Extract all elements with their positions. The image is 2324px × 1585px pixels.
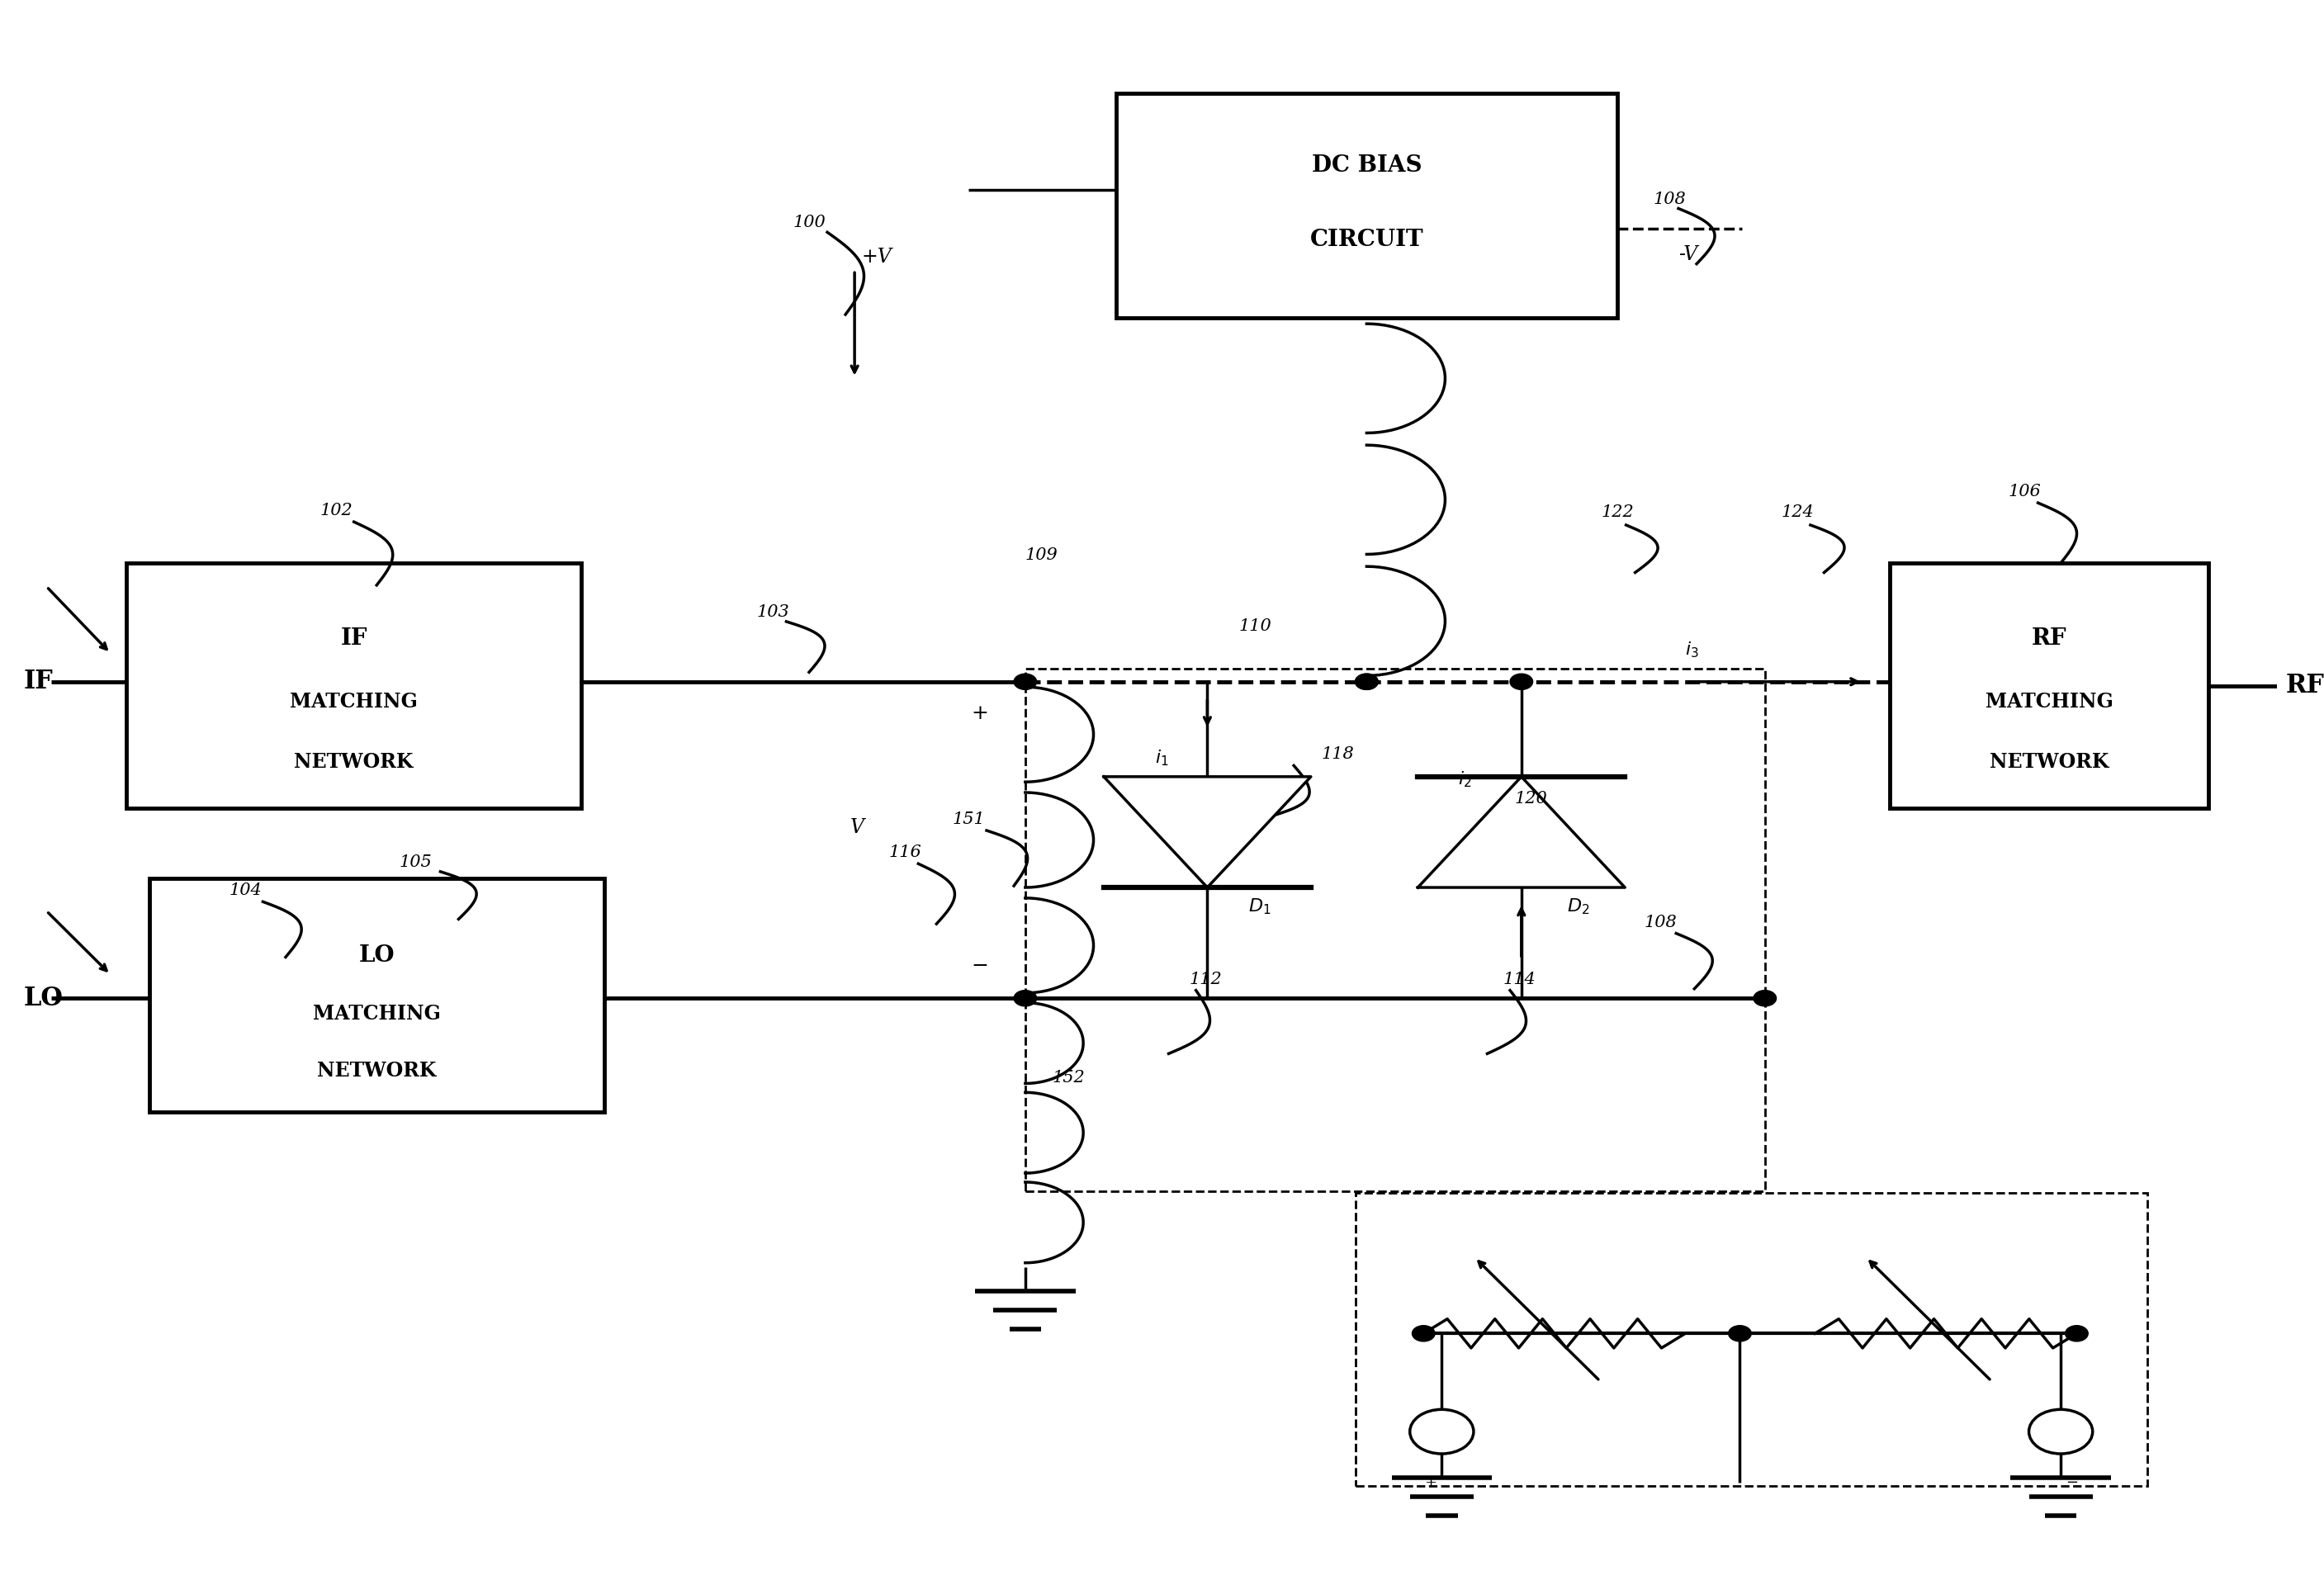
Text: 108: 108 [1645, 915, 1678, 930]
Circle shape [1729, 1325, 1752, 1341]
Text: V: V [851, 818, 865, 837]
Text: RF: RF [2287, 674, 2324, 699]
Text: +: + [1425, 1474, 1436, 1490]
Bar [1116, 94, 1618, 317]
Circle shape [1511, 674, 1534, 689]
Text: 152: 152 [1053, 1070, 1085, 1086]
Text: 151: 151 [953, 812, 985, 827]
Text: RF: RF [2031, 628, 2066, 650]
Text: 110: 110 [1239, 618, 1271, 634]
Text: MATCHING: MATCHING [314, 1005, 442, 1024]
Text: $D_1$: $D_1$ [1248, 897, 1271, 916]
Bar [125, 563, 581, 808]
Bar [1889, 563, 2208, 808]
Circle shape [2066, 1325, 2087, 1341]
Text: MATCHING: MATCHING [1985, 691, 2113, 712]
Text: 120: 120 [1515, 791, 1548, 807]
Text: 103: 103 [758, 604, 790, 620]
Text: -V: -V [1678, 246, 1697, 263]
Text: $i_1$: $i_1$ [1155, 748, 1169, 767]
Text: $i_2$: $i_2$ [1457, 770, 1471, 789]
Text: 100: 100 [792, 216, 825, 230]
Text: NETWORK: NETWORK [295, 751, 414, 772]
Text: 114: 114 [1504, 972, 1536, 987]
Text: LO: LO [23, 986, 63, 1011]
Text: −: − [2066, 1474, 2078, 1490]
Bar [149, 878, 604, 1113]
Text: −: − [971, 957, 988, 976]
Text: $D_2$: $D_2$ [1566, 897, 1590, 916]
Circle shape [1413, 1325, 1434, 1341]
Text: 102: 102 [321, 502, 353, 518]
Circle shape [1013, 674, 1037, 689]
Circle shape [1355, 674, 1378, 689]
Text: DC BIAS: DC BIAS [1311, 155, 1422, 178]
Text: 112: 112 [1190, 972, 1222, 987]
Polygon shape [1104, 777, 1311, 888]
Polygon shape [1418, 777, 1624, 888]
Text: $i_3$: $i_3$ [1685, 640, 1699, 659]
Text: 106: 106 [2008, 483, 2040, 499]
Text: CIRCUIT: CIRCUIT [1311, 228, 1422, 252]
Text: NETWORK: NETWORK [1989, 751, 2108, 772]
Text: 116: 116 [888, 845, 923, 861]
Text: 109: 109 [1025, 547, 1057, 563]
Circle shape [1755, 991, 1776, 1006]
Circle shape [1355, 674, 1378, 689]
Bar [1025, 669, 1764, 1192]
Text: +: + [971, 704, 988, 723]
Text: 108: 108 [1652, 192, 1687, 206]
Text: IF: IF [342, 628, 367, 650]
Text: 118: 118 [1320, 747, 1355, 762]
Text: 104: 104 [228, 883, 263, 899]
Bar [1355, 1194, 2147, 1485]
Text: 105: 105 [400, 854, 432, 870]
Text: 122: 122 [1601, 504, 1634, 520]
Text: MATCHING: MATCHING [290, 691, 418, 712]
Circle shape [1013, 991, 1037, 1006]
Text: LO: LO [358, 945, 395, 967]
Text: NETWORK: NETWORK [316, 1060, 437, 1081]
Text: 124: 124 [1780, 504, 1813, 520]
Text: IF: IF [23, 669, 53, 694]
Text: +V: +V [862, 247, 892, 266]
